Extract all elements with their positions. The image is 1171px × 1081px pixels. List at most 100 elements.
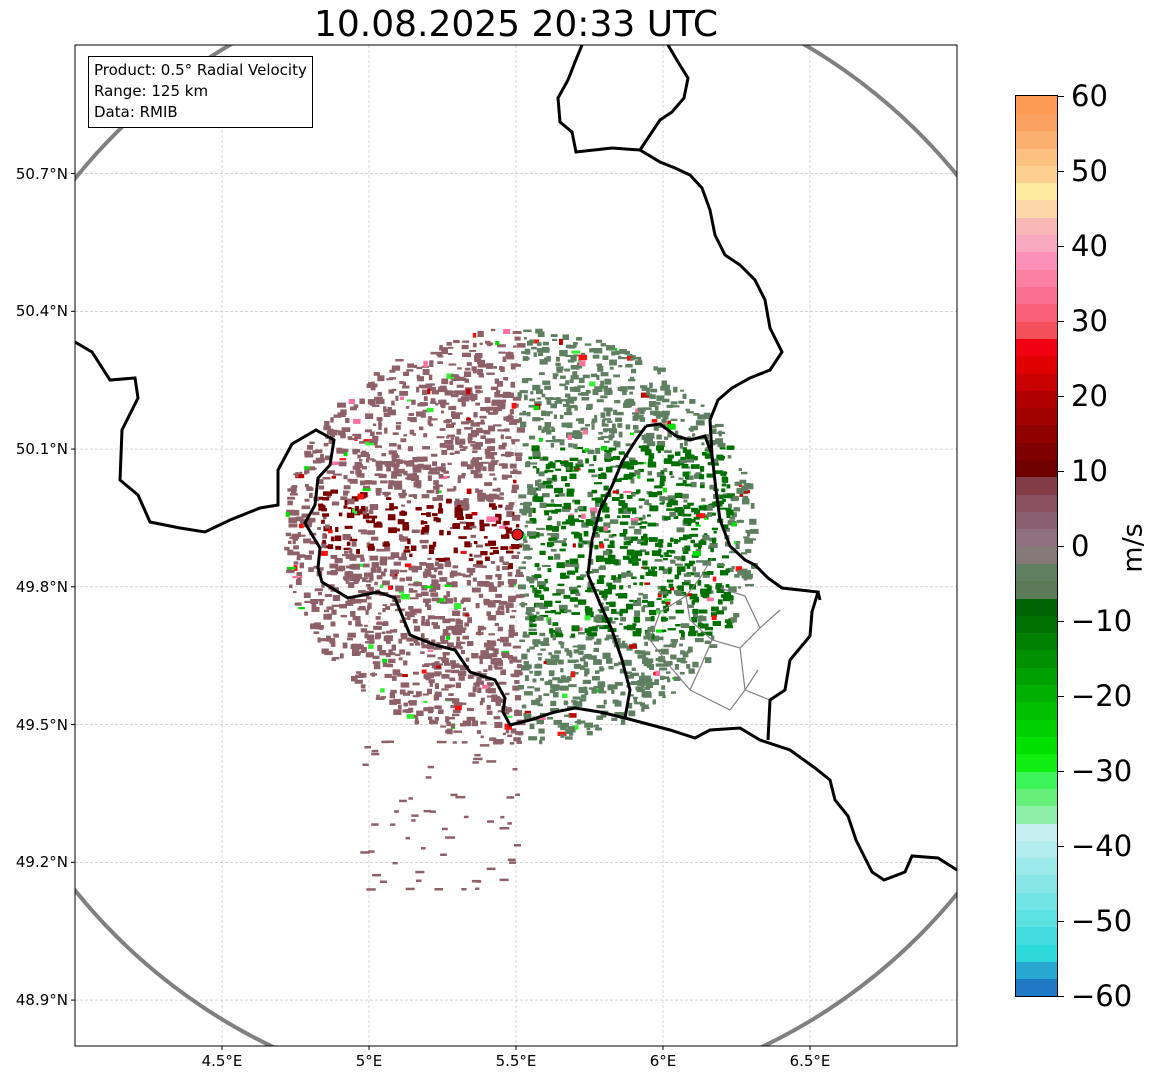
echo-pixel	[724, 619, 732, 623]
echo-pixel	[534, 401, 542, 406]
echo-pixel	[444, 439, 454, 445]
echo-pixel	[467, 641, 474, 646]
echo-pixel	[330, 536, 335, 542]
echo-pixel	[725, 584, 730, 588]
velocity-echo-field	[284, 328, 759, 891]
echo-pixel	[584, 628, 592, 633]
echo-pixel	[426, 505, 434, 509]
echo-pixel	[519, 543, 524, 546]
echo-pixel	[288, 512, 294, 516]
echo-pixel	[578, 650, 584, 655]
echo-pixel	[566, 488, 575, 493]
echo-pixel	[606, 634, 614, 640]
echo-pixel	[370, 386, 376, 391]
echo-pixel	[487, 695, 493, 698]
echo-pixel	[688, 427, 692, 431]
echo-pixel	[317, 479, 324, 484]
echo-pixel	[430, 453, 438, 457]
echo-pixel	[456, 428, 462, 435]
echo-pixel	[476, 544, 483, 548]
echo-pixel	[670, 475, 675, 478]
echo-pixel	[349, 575, 356, 581]
echo-pixel	[342, 534, 351, 540]
echo-pixel	[320, 550, 328, 556]
echo-pixel	[637, 475, 641, 479]
echo-pixel	[485, 678, 491, 681]
echo-pixel	[626, 671, 632, 675]
echo-pixel	[475, 631, 484, 635]
echo-pixel	[495, 610, 505, 616]
echo-pixel	[395, 585, 404, 592]
echo-pixel	[375, 488, 382, 494]
echo-pixel	[393, 480, 403, 487]
echo-pixel	[726, 484, 731, 489]
echo-pixel	[644, 691, 651, 696]
echo-pixel	[618, 643, 628, 649]
echo-pixel	[676, 657, 684, 663]
echo-pixel	[704, 517, 708, 520]
echo-pixel	[416, 456, 425, 462]
echo-pixel	[429, 589, 437, 592]
echo-pixel	[367, 587, 374, 590]
echo-pixel	[329, 638, 336, 644]
echo-pixel	[593, 685, 601, 689]
echo-pixel	[604, 559, 611, 565]
echo-pixel	[698, 609, 708, 614]
echo-pixel	[432, 497, 438, 501]
echo-pixel	[359, 508, 363, 515]
echo-pixel	[407, 399, 412, 402]
echo-pixel	[455, 682, 461, 689]
echo-pixel	[323, 514, 327, 520]
echo-pixel	[515, 574, 524, 577]
echo-pixel	[614, 682, 623, 686]
echo-pixel	[431, 597, 440, 602]
echo-pixel	[455, 436, 460, 443]
echo-pixel	[411, 819, 416, 822]
echo-pixel	[429, 363, 434, 367]
echo-pixel	[358, 529, 368, 533]
echo-pixel	[661, 616, 667, 622]
echo-pixel	[615, 350, 620, 355]
echo-pixel	[374, 445, 382, 448]
echo-pixel	[572, 725, 579, 730]
echo-pixel	[352, 649, 360, 653]
echo-pixel	[704, 514, 709, 520]
echo-pixel	[553, 719, 562, 725]
radar-site-marker[interactable]	[511, 528, 524, 541]
lat-label: 49.2°N	[15, 853, 68, 872]
echo-pixel	[464, 367, 471, 371]
echo-pixel	[451, 405, 456, 408]
echo-pixel	[682, 550, 689, 554]
echo-pixel	[629, 536, 638, 541]
echo-pixel	[574, 500, 581, 505]
echo-pixel	[479, 744, 490, 747]
echo-pixel	[710, 612, 718, 617]
echo-pixel	[363, 624, 368, 627]
echo-pixel	[354, 510, 361, 516]
echo-pixel	[458, 376, 464, 381]
echo-pixel	[505, 528, 512, 534]
echo-pixel	[569, 521, 575, 526]
echo-pixel	[419, 402, 428, 406]
echo-pixel	[399, 569, 408, 573]
echo-pixel	[717, 431, 725, 434]
echo-pixel	[330, 555, 338, 559]
echo-pixel	[627, 355, 633, 361]
echo-pixel	[569, 732, 574, 736]
echo-pixel	[591, 626, 598, 632]
echo-pixel	[499, 556, 504, 563]
echo-pixel	[527, 713, 532, 719]
colorbar-segment	[1016, 684, 1057, 703]
echo-pixel	[569, 651, 573, 658]
echo-pixel	[585, 458, 589, 464]
echo-pixel	[511, 544, 520, 550]
echo-pixel	[505, 504, 514, 509]
echo-pixel	[444, 390, 453, 396]
echo-pixel	[486, 611, 491, 616]
echo-pixel	[604, 456, 611, 462]
echo-pixel	[532, 639, 541, 645]
echo-pixel	[415, 593, 422, 598]
echo-pixel	[409, 643, 414, 646]
echo-pixel	[487, 344, 492, 347]
echo-pixel	[744, 570, 751, 576]
